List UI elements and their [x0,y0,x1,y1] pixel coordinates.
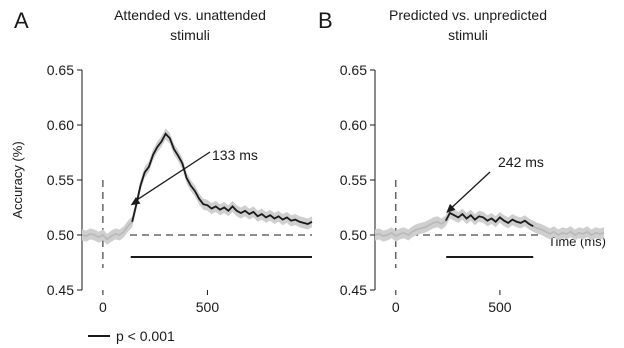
panel-a-annotation-arrowhead [130,197,141,206]
panel-b-annotation-arrow [449,171,491,210]
panel-b-y-tick-label: 0.60 [340,117,367,133]
panel-a-y-tick-label: 0.55 [47,172,74,188]
panel-b-y-tick-label: 0.65 [340,62,367,78]
panel-a-x-tick-label: 500 [196,299,220,315]
panel-b: B Predicted vs. unpredicted stimuli Time… [318,7,606,315]
panel-a-significant-trace [131,132,313,225]
panel-b-title-line-1: Predicted vs. unpredicted [389,7,547,23]
panel-a-sem-band [82,128,312,245]
panel-b-annotation-label: 242 ms [498,154,544,170]
panel-a-y-axis-label: Accuracy (%) [10,141,25,218]
panel-a-title-line-1: Attended vs. unattended [114,7,266,23]
legend: p < 0.001 [88,328,175,344]
legend-label: p < 0.001 [116,328,175,344]
panel-a-plot-area: 0.45 0.50 0.55 0.60 0.65 0 500 133 ms [47,62,313,315]
panel-b-letter: B [318,8,333,33]
panel-b-annotation-arrowhead [446,203,456,213]
panel-a-annotation-label: 133 ms [212,147,258,163]
panel-a-y-tick-label: 0.60 [47,117,74,133]
panel-b-y-tick-label: 0.50 [340,227,367,243]
panel-a-y-tick-label: 0.50 [47,227,74,243]
panel-b-sem-band [375,207,604,242]
panel-b-title-line-2: stimuli [448,27,488,43]
panel-b-significant-trace [445,211,534,227]
panel-a-title-line-2: stimuli [170,27,210,43]
panel-a-x-tick-label: 0 [99,299,107,315]
panel-b-y-tick-label: 0.55 [340,172,367,188]
panel-a-annotation-arrow [134,151,211,202]
panel-a: A Attended vs. unattended stimuli Accura… [10,7,313,315]
panel-a-mean-trace [81,132,313,241]
panel-a-y-tick-label: 0.65 [47,62,74,78]
panel-a-y-tick-label: 0.45 [47,282,74,298]
panel-a-letter: A [14,8,29,33]
panel-b-x-tick-label: 500 [488,299,512,315]
panel-b-y-tick-label: 0.45 [340,282,367,298]
panel-b-plot-area: 0.45 0.50 0.55 0.60 0.65 0 500 242 ms [340,62,605,315]
panel-b-x-tick-label: 0 [392,299,400,315]
